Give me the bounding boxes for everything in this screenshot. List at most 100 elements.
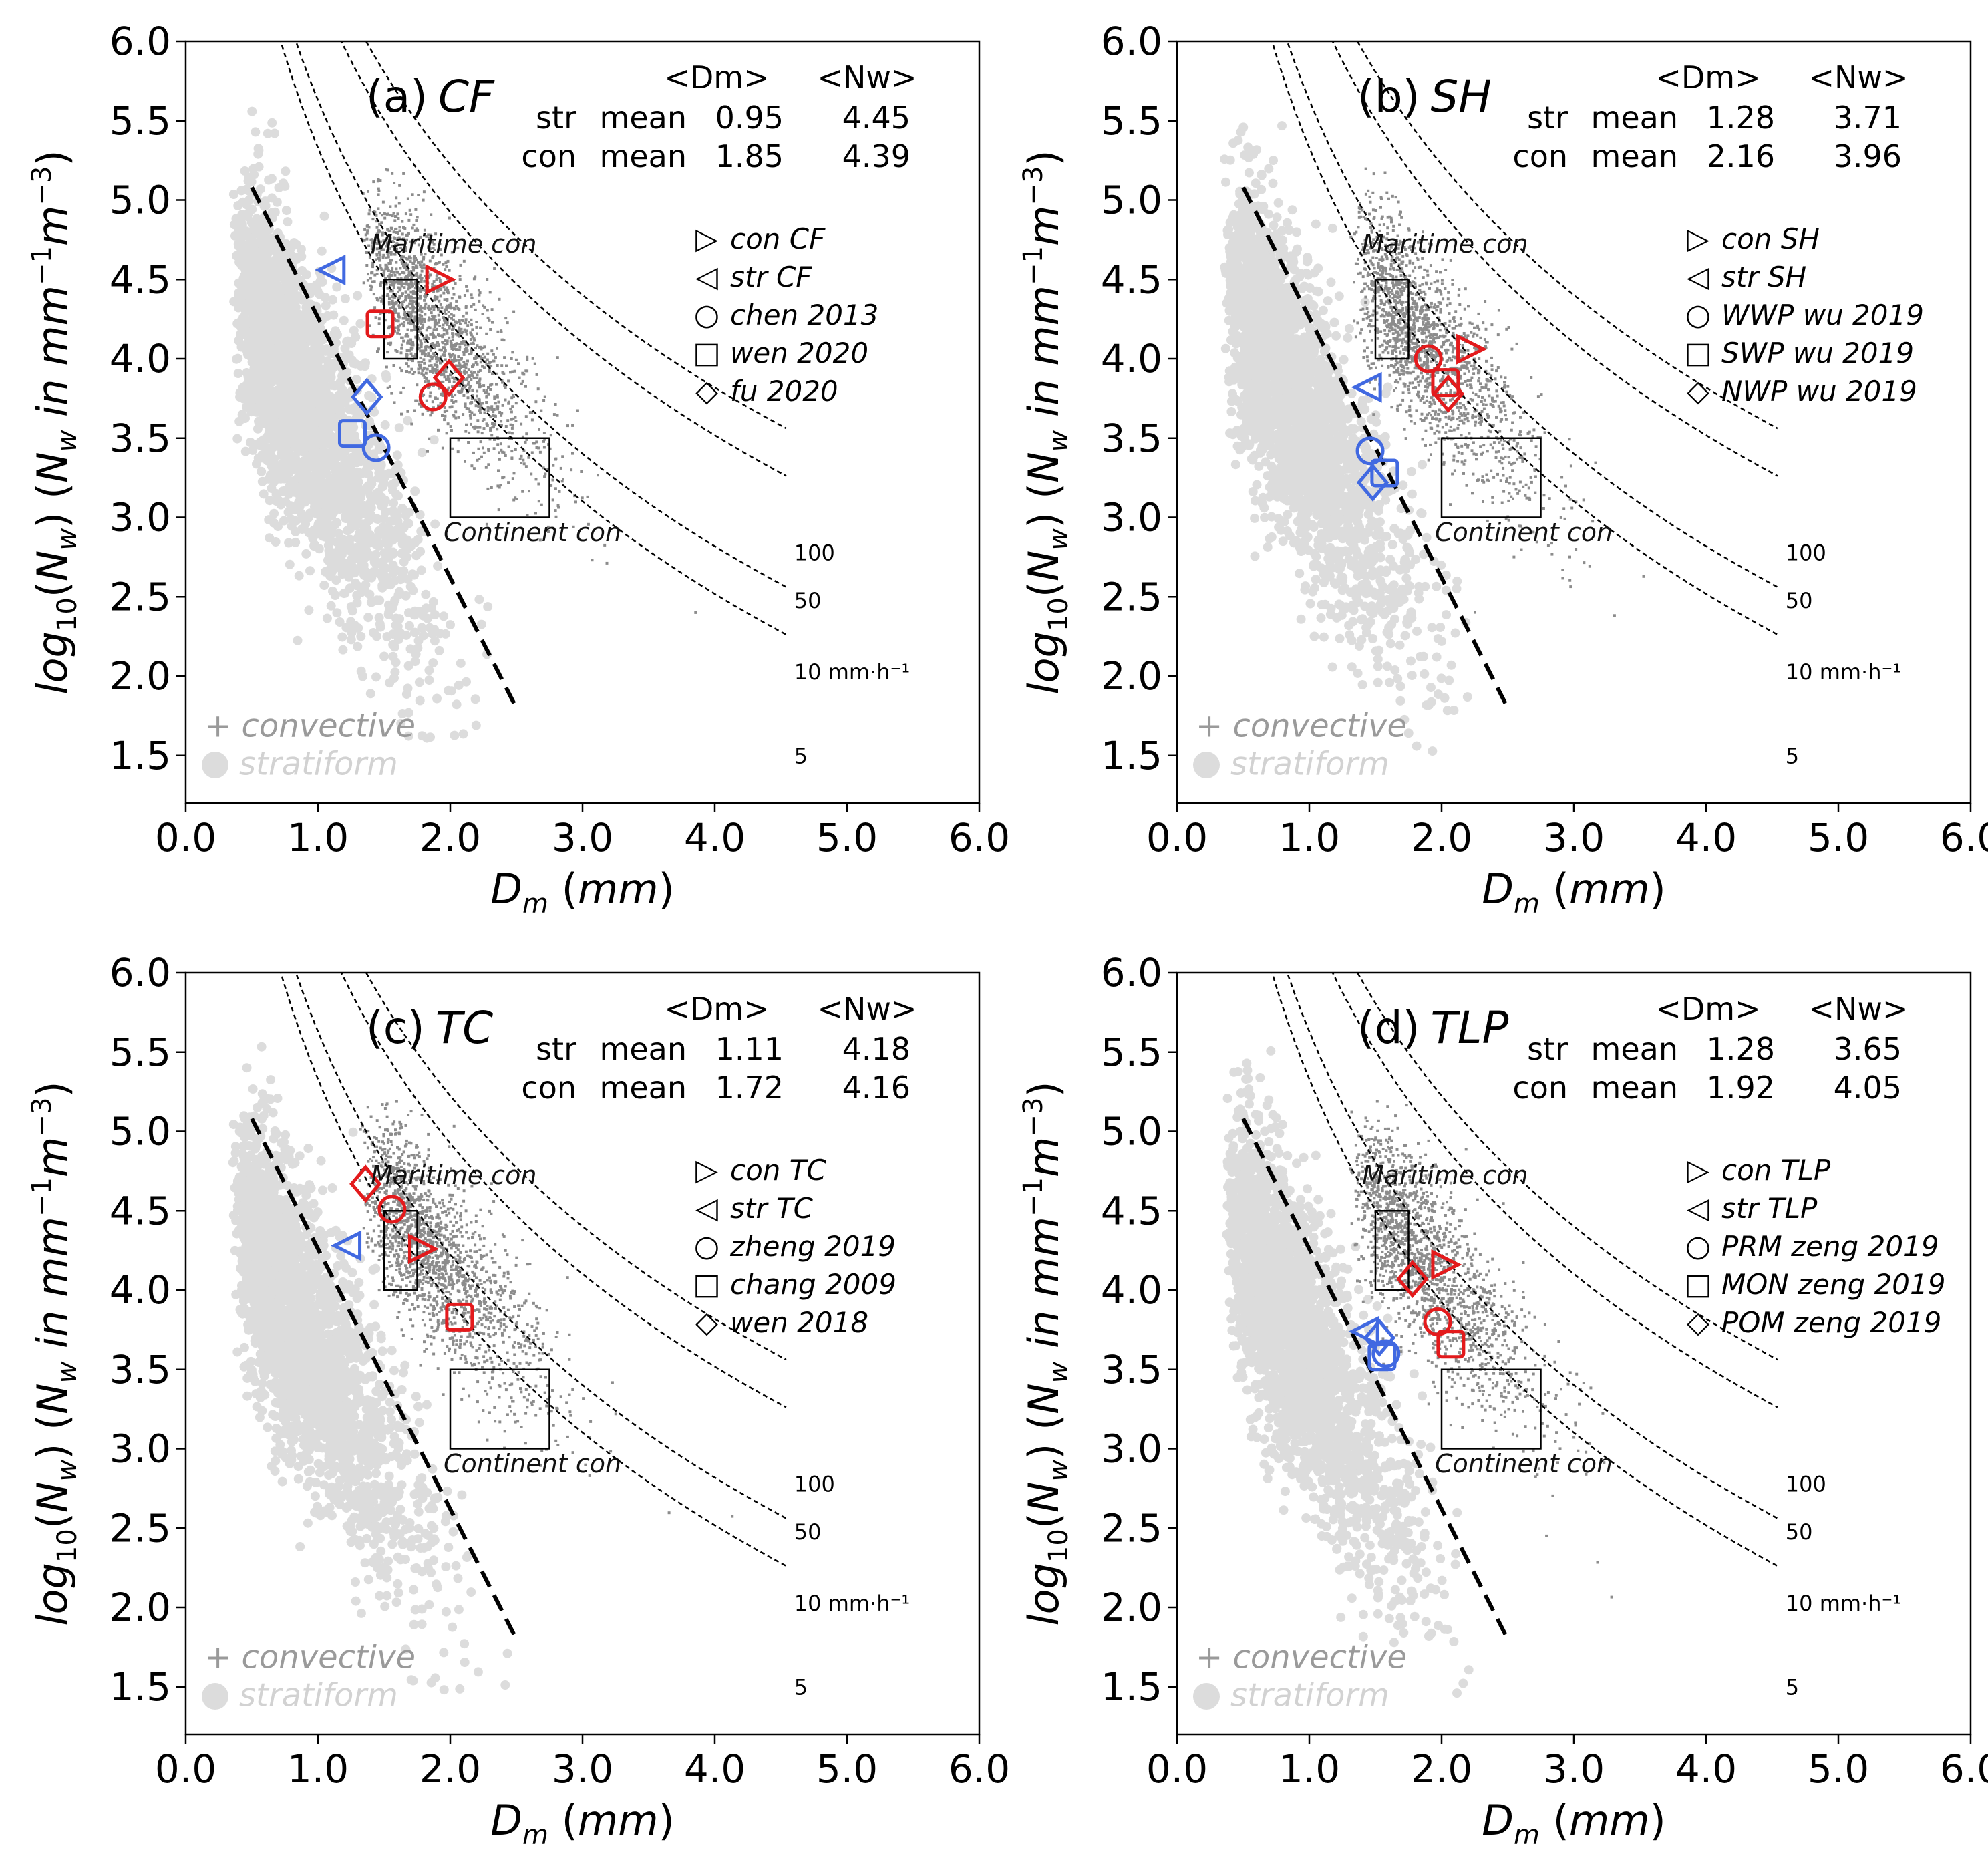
stats-dm-value: 0.95 (715, 100, 784, 136)
y-axis-label: log10(Nw) (Nw in mm−1m−3) (1018, 150, 1074, 694)
y-axis: 1.5 2.0 2.5 3.0 3.5 4.0 4.5 5.0 5.5 6.0 (1101, 950, 1177, 1710)
stats-dm-value: 1.28 (1707, 1031, 1775, 1067)
x-tick-label: 0.0 (1146, 1746, 1208, 1792)
y-tick-label: 2.0 (1101, 653, 1162, 699)
stratiform-label: stratiform (1230, 745, 1389, 782)
marker-circle (1414, 344, 1443, 373)
stats-type: con (521, 138, 576, 174)
x-axis-label: Dm (mm) (1482, 1796, 1666, 1851)
stats-dm-value: 1.72 (715, 1070, 784, 1106)
stratiform-label: stratiform (239, 1676, 398, 1714)
marker-diamond (432, 358, 466, 398)
legend-entry: POM zeng 2019 (1721, 1306, 1941, 1339)
stats-label: mean (600, 138, 687, 174)
y-axis: 1.5 2.0 2.5 3.0 3.5 4.0 4.5 5.0 5.5 6.0 (1101, 19, 1177, 778)
maritime-label: Maritime con (371, 1160, 536, 1190)
legend-entry: con SH (1721, 222, 1820, 255)
x-tick-label: 5.0 (1808, 815, 1869, 861)
curve-labels: 100 50 10 mm·h⁻¹ 5 (794, 540, 910, 769)
marker-triangle-right (407, 1233, 440, 1265)
x-tick-label: 5.0 (816, 815, 878, 861)
convective-label: + convective (204, 1638, 416, 1676)
y-tick-label: 2.5 (1101, 1505, 1162, 1551)
marker-square (1436, 1330, 1466, 1359)
stats-nw-value: 3.71 (1834, 100, 1902, 136)
marker-square (365, 309, 395, 339)
x-axis: 0.0 1.0 2.0 3.0 4.0 5.0 6.0 (155, 1734, 1010, 1792)
stratiform-dot (1193, 752, 1220, 778)
continental-box (1440, 437, 1542, 518)
rain-rate-curves (1271, 973, 1778, 1567)
stats-label: mean (1591, 138, 1678, 174)
stratiform-dot (1193, 1683, 1220, 1710)
stratiform-scatter (228, 1042, 512, 1695)
legend-symbol: □ (693, 336, 721, 370)
legend-symbol: □ (1684, 336, 1712, 370)
legend-entry: str TLP (1721, 1192, 1818, 1225)
y-tick-label: 6.0 (110, 19, 171, 64)
curve-label-100: 100 (794, 540, 835, 566)
marker-triangle-left (1351, 371, 1382, 403)
y-tick-label: 2.5 (1101, 574, 1162, 619)
x-tick-label: 1.0 (287, 1746, 349, 1792)
marker-triangle-right (425, 264, 456, 295)
x-tick-label: 4.0 (1675, 1746, 1737, 1792)
curve-label-10: 10 mm·h⁻¹ (1786, 1591, 1901, 1616)
rain-rate-curve-10 (295, 41, 787, 588)
stratiform-scatter (1222, 1046, 1474, 1698)
rain-rate-curve-100 (1356, 41, 1778, 430)
y-tick-label: 3.5 (110, 1347, 171, 1392)
rain-rate-curve-50 (340, 973, 787, 1408)
stats-table: <Dm> <Nw> str mean 0.95 4.45 con mean 1.85 4.39 (521, 59, 917, 174)
legend-entry: wen 2020 (730, 337, 868, 369)
stats-dm-value: 1.11 (715, 1031, 784, 1067)
continental-box (449, 437, 550, 518)
marker-diamond (349, 1164, 382, 1203)
continental-label: Continent con (444, 518, 621, 547)
legend: ▷ con TC ◁ str TC ○ zheng 2019□ chang 2009 ◇ wen… (693, 1153, 896, 1340)
rain-rate-curve-50 (340, 41, 787, 477)
maritime-label: Maritime con (1362, 1160, 1528, 1190)
separation-line (250, 1118, 518, 1640)
y-tick-label: 5.5 (1101, 98, 1162, 144)
stratiform-scatter (228, 106, 493, 743)
y-axis: 1.5 2.0 2.5 3.0 3.5 4.0 4.5 5.0 5.5 6.0 (110, 19, 186, 778)
y-tick-label: 4.0 (1101, 1267, 1162, 1313)
legend-entry: SWP wu 2019 (1721, 337, 1914, 369)
stats-header-dm: <Dm> (1655, 59, 1760, 96)
legend-symbol: ○ (694, 298, 719, 332)
reference-markers (315, 254, 466, 462)
convective-scatter (1349, 167, 1645, 617)
x-tick-label: 5.0 (816, 1746, 878, 1792)
stratiform-dot (202, 1683, 228, 1710)
legend-symbol: □ (693, 1267, 721, 1301)
x-tick-label: 2.0 (420, 815, 481, 861)
rain-rate-curve-10 (1286, 973, 1778, 1519)
continental-label: Continent con (1435, 1449, 1613, 1478)
legend-symbol: ◇ (695, 374, 718, 408)
y-tick-label: 2.0 (110, 653, 171, 699)
plot-area (228, 973, 787, 1695)
legend-entry: zheng 2019 (729, 1230, 896, 1263)
marker-circle (1371, 1339, 1401, 1368)
separation-line (1241, 1118, 1510, 1640)
separation-line (250, 186, 518, 709)
stratiform-label: stratiform (239, 745, 398, 782)
marker-triangle-right (1456, 333, 1488, 365)
stratiform-scatter (1220, 121, 1472, 756)
rain-rate-curves (280, 41, 787, 636)
plot-area (228, 41, 787, 743)
maritime-label: Maritime con (371, 229, 536, 259)
stats-dm-value: 1.85 (715, 138, 784, 174)
legend-entry: wen 2018 (730, 1306, 868, 1339)
curve-labels: 100 50 10 mm·h⁻¹ 5 (794, 1472, 910, 1700)
y-tick-label: 5.5 (1101, 1030, 1162, 1075)
x-axis: 0.0 1.0 2.0 3.0 4.0 5.0 6.0 (1146, 1734, 1988, 1792)
curve-label-10: 10 mm·h⁻¹ (794, 1591, 910, 1616)
marker-circle (1355, 436, 1385, 466)
legend-entry: str SH (1721, 261, 1806, 293)
legend-symbol: ▷ (695, 222, 718, 256)
curve-label-5: 5 (1786, 744, 1799, 769)
plot-area (1220, 41, 1778, 756)
maritime-box (383, 279, 418, 360)
